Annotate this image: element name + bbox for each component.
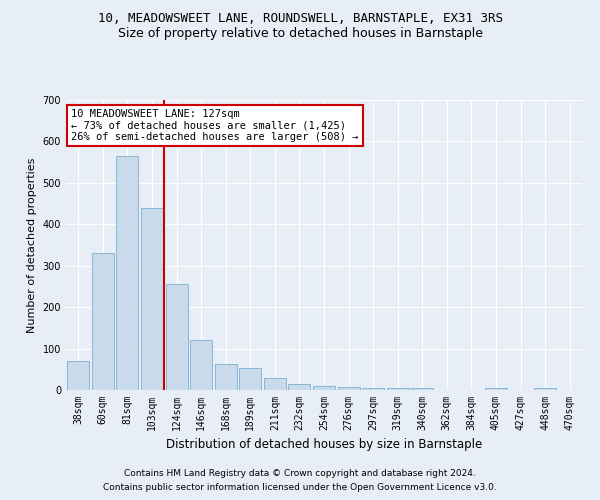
Bar xyxy=(239,368,262,390)
Bar xyxy=(166,284,188,390)
Text: 10 MEADOWSWEET LANE: 127sqm
← 73% of detached houses are smaller (1,425)
26% of : 10 MEADOWSWEET LANE: 127sqm ← 73% of det… xyxy=(71,108,359,142)
Bar xyxy=(116,156,139,390)
Bar xyxy=(264,378,286,390)
Bar xyxy=(534,388,556,390)
Bar xyxy=(92,254,114,390)
Text: 10, MEADOWSWEET LANE, ROUNDSWELL, BARNSTAPLE, EX31 3RS: 10, MEADOWSWEET LANE, ROUNDSWELL, BARNST… xyxy=(97,12,503,26)
Bar xyxy=(313,386,335,390)
Bar xyxy=(485,388,507,390)
Bar xyxy=(411,388,433,390)
Bar xyxy=(141,208,163,390)
Y-axis label: Number of detached properties: Number of detached properties xyxy=(27,158,37,332)
Bar xyxy=(190,340,212,390)
Bar xyxy=(362,388,384,390)
Bar xyxy=(338,387,359,390)
Text: Size of property relative to detached houses in Barnstaple: Size of property relative to detached ho… xyxy=(118,28,482,40)
X-axis label: Distribution of detached houses by size in Barnstaple: Distribution of detached houses by size … xyxy=(166,438,482,452)
Bar xyxy=(67,361,89,390)
Bar xyxy=(386,388,409,390)
Bar xyxy=(289,384,310,390)
Text: Contains HM Land Registry data © Crown copyright and database right 2024.: Contains HM Land Registry data © Crown c… xyxy=(124,468,476,477)
Bar xyxy=(215,364,237,390)
Text: Contains public sector information licensed under the Open Government Licence v3: Contains public sector information licen… xyxy=(103,484,497,492)
